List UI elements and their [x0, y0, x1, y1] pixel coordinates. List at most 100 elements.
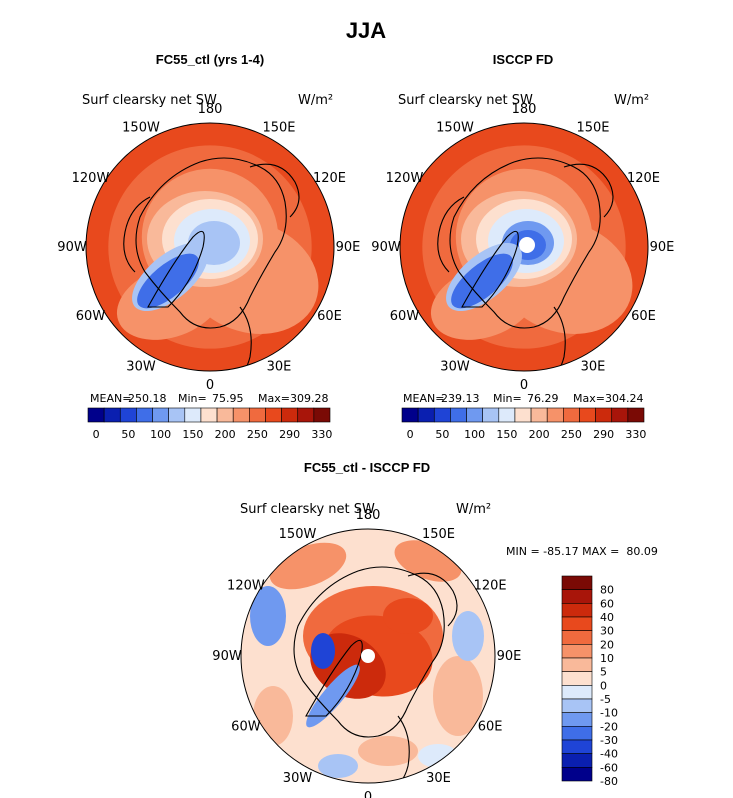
panel-model-mean-label: MEAN= — [90, 392, 131, 405]
colorbar-tick-label: 330 — [311, 428, 332, 441]
panel-obs-units: W/m² — [614, 93, 649, 108]
colorbar-swatch — [216, 407, 234, 423]
lon-label: 60E — [317, 309, 342, 324]
panel-diff-map — [240, 528, 496, 784]
lon-label: 30W — [283, 771, 313, 786]
lon-label: 30W — [126, 360, 156, 375]
lon-label: 60W — [76, 309, 106, 324]
field-region — [358, 736, 418, 766]
panel-model-map — [85, 122, 335, 372]
colorbar-swatch — [561, 657, 593, 672]
colorbar-tick-label: -30 — [600, 734, 618, 747]
colorbar-swatch — [561, 685, 593, 700]
map-border — [240, 528, 496, 784]
colorbar-swatch — [265, 407, 282, 423]
colorbar-tick-label: 80 — [600, 584, 614, 597]
colorbar-swatch — [563, 407, 580, 423]
panel-model-units: W/m² — [298, 93, 333, 108]
lon-label: 150W — [436, 120, 474, 135]
panel-obs-mean-value: 239.13 — [441, 392, 480, 405]
colorbar-tick-label: -20 — [600, 720, 618, 733]
field-region — [318, 754, 358, 778]
colorbar-tick-label: 100 — [150, 428, 171, 441]
lon-label: 30W — [440, 360, 470, 375]
panel-model-title: FC55_ctl (yrs 1-4) — [156, 52, 264, 67]
colorbar-tick-label: 250 — [561, 428, 582, 441]
lon-label: 150E — [262, 120, 295, 135]
colorbar-tick-label: 150 — [496, 428, 517, 441]
coastlines — [293, 566, 458, 783]
panel-obs-map — [399, 122, 649, 372]
coastlines — [437, 157, 614, 371]
lon-label: 60E — [631, 309, 656, 324]
lon-label: 90E — [336, 240, 361, 255]
colorbar-swatch — [297, 407, 315, 423]
lon-label: 120W — [227, 579, 265, 594]
colorbar-swatch — [466, 407, 483, 423]
greenland-region — [137, 253, 199, 309]
lon-label: 150E — [422, 527, 455, 542]
panel-obs-max-label: Max= — [573, 392, 605, 405]
lon-label: 90E — [497, 649, 522, 664]
colorbar-swatch — [136, 407, 153, 423]
colorbar-swatch — [498, 407, 516, 423]
colorbar-tick-label: 5 — [600, 666, 607, 679]
panel-model-max-value: 309.28 — [290, 392, 329, 405]
panel-diff-variable: Surf clearsky net SW — [240, 502, 375, 517]
colorbar-swatch — [561, 767, 593, 782]
lon-label: 90E — [650, 240, 675, 255]
field-region — [433, 656, 483, 736]
colorbar-swatch — [561, 712, 593, 727]
panel-model-colorbar: 0 50 100 150 200 250 290 330 — [87, 407, 332, 441]
panel-diff-lon-labels: 180 150E 120E 90E 60E 30E 0 30W 60W 90W 120W 150W — [212, 508, 521, 798]
colorbar-tick-label: 200 — [529, 428, 550, 441]
colorbar-swatch — [561, 616, 593, 631]
field-region — [306, 664, 360, 728]
colorbar-tick-label: 0 — [93, 428, 100, 441]
colorbar-swatch — [184, 407, 202, 423]
colorbar-tick-label: 0 — [407, 428, 414, 441]
colorbar-tick-label: 250 — [247, 428, 268, 441]
lon-label: 120E — [474, 579, 507, 594]
pole-mask — [519, 237, 535, 253]
colorbar-tick-label: 10 — [600, 652, 614, 665]
lon-label: 30E — [581, 360, 606, 375]
colorbar-swatch — [561, 739, 593, 754]
colorbar-swatch — [401, 407, 419, 423]
panel-model-max-label: Max= — [258, 392, 290, 405]
panel-diff-units: W/m² — [456, 502, 491, 517]
colorbar-swatch — [561, 644, 593, 659]
field-region — [253, 686, 293, 746]
field-region — [452, 611, 484, 661]
colorbar-tick-label: 60 — [600, 597, 614, 610]
field-region — [250, 586, 286, 646]
panel-model-lon-labels: 180 150E 120E 90E 60E 30E 0 30W 60W 90W 120W 150W — [57, 102, 360, 393]
colorbar-swatch — [281, 407, 299, 423]
colorbar-swatch — [87, 407, 105, 423]
colorbar-swatch — [119, 407, 137, 423]
panel-obs-max-value: 304.24 — [605, 392, 644, 405]
colorbar-tick-label: 100 — [464, 428, 485, 441]
panel-obs-title: ISCCP FD — [493, 52, 553, 67]
colorbar-swatch — [200, 407, 218, 423]
lon-label: 120W — [386, 171, 424, 186]
colorbar-tick-label: 50 — [435, 428, 449, 441]
lon-label: 150W — [279, 527, 317, 542]
colorbar-tick-label: 30 — [600, 625, 614, 638]
colorbar-swatch — [530, 407, 548, 423]
colorbar-swatch — [561, 753, 593, 768]
panel-model-min-label: Min= — [178, 392, 207, 405]
colorbar-swatch — [514, 407, 532, 423]
colorbar-tick-label: 0 — [600, 679, 607, 692]
panel-diff-title: FC55_ctl - ISCCP FD — [304, 460, 430, 475]
greenland-region — [451, 253, 513, 309]
colorbar-swatch — [611, 407, 629, 423]
panel-model: FC55_ctl (yrs 1-4) Surf clearsky net SW … — [57, 52, 360, 441]
colorbar-tick-label: 40 — [600, 611, 614, 624]
lon-label: 90W — [212, 649, 242, 664]
lon-label: 180 — [356, 508, 381, 523]
colorbar-swatch — [313, 407, 331, 423]
map-border — [399, 122, 649, 372]
field-region — [311, 633, 335, 669]
lon-label: 150E — [576, 120, 609, 135]
